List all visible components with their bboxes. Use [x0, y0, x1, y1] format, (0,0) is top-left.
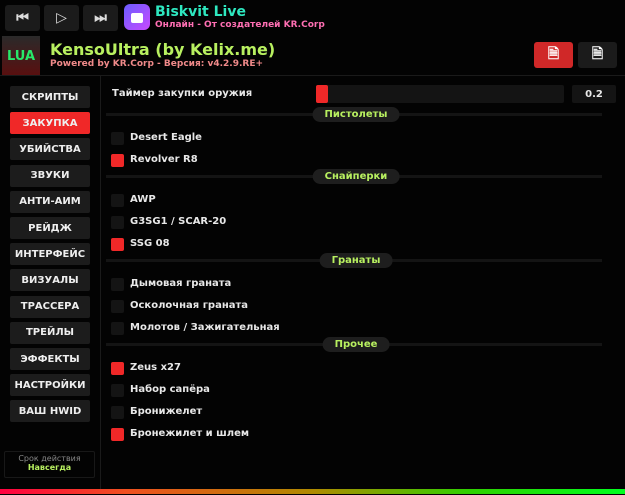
sidebar-item[interactable]: ИНТЕРФЕЙС	[10, 243, 90, 266]
checkbox-label[interactable]: Desert Eagle	[130, 132, 202, 143]
checkbox[interactable]	[111, 362, 124, 375]
checkbox-label[interactable]: Молотов / Зажигательная	[130, 322, 280, 333]
load-config-button[interactable]: 🗎	[534, 42, 573, 68]
checkbox-label[interactable]: Дымовая граната	[130, 278, 232, 289]
checkbox-label[interactable]: Revolver R8	[130, 154, 198, 165]
app-title: Biskvit Live	[155, 4, 246, 20]
skip-previous-icon: ⏮	[16, 10, 29, 26]
expiry-value: Навсегда	[27, 463, 72, 472]
sidebar	[0, 76, 101, 490]
sidebar-item[interactable]: РЕЙДЖ	[10, 217, 90, 239]
page-title: KensoUltra (by Kelix.me)	[50, 40, 276, 59]
save-config-button[interactable]: 🗎	[578, 42, 617, 68]
play-button[interactable]: ▷	[44, 5, 79, 31]
skip-next-icon: ⏭	[94, 10, 107, 26]
sidebar-item[interactable]: ЗАКУПКА	[10, 112, 90, 135]
expiry-box: Срок действия Навсегда	[4, 451, 95, 478]
checkbox[interactable]	[111, 322, 124, 335]
checkbox-label[interactable]: Zeus x27	[130, 362, 181, 373]
sidebar-item[interactable]: ЭФФЕКТЫ	[10, 348, 90, 370]
sidebar-item[interactable]: ЗВУКИ	[10, 164, 90, 187]
checkbox[interactable]	[111, 428, 124, 441]
checkbox[interactable]	[111, 194, 124, 207]
app-icon	[124, 4, 150, 30]
checkbox[interactable]	[111, 154, 124, 167]
checkbox[interactable]	[111, 406, 124, 419]
checkbox[interactable]	[111, 216, 124, 229]
document-check-icon: 🗎	[591, 46, 604, 62]
checkbox-label[interactable]: G3SG1 / SCAR-20	[130, 216, 227, 227]
lua-logo: LUA	[2, 36, 40, 76]
checkbox[interactable]	[111, 300, 124, 313]
play-icon: ▷	[56, 10, 67, 26]
timer-slider[interactable]	[316, 85, 564, 103]
sidebar-item[interactable]: ВИЗУАЛЫ	[10, 269, 90, 292]
section-title: Гранаты	[319, 253, 393, 268]
sidebar-item[interactable]: ТРЕЙЛЫ	[10, 321, 90, 344]
previous-track-button[interactable]: ⏮	[5, 5, 40, 31]
timer-label: Таймер закупки оружия	[112, 88, 253, 99]
timer-value[interactable]: 0.2	[572, 85, 616, 103]
app-subtitle: Онлайн - От создателей KR.Corp	[155, 20, 325, 30]
section-title: Снайперки	[312, 169, 400, 184]
section-title: Прочее	[322, 337, 390, 352]
slider-fill	[316, 85, 329, 103]
sidebar-item[interactable]: НАСТРОЙКИ	[10, 374, 90, 397]
sidebar-item[interactable]: УБИЙСТВА	[10, 138, 90, 161]
checkbox-label[interactable]: Бронежилет и шлем	[130, 428, 250, 439]
document-download-icon: 🗎	[547, 46, 560, 62]
gradient-bar	[0, 489, 625, 494]
checkbox-label[interactable]: Бронижелет	[130, 406, 203, 417]
checkbox[interactable]	[111, 238, 124, 251]
section-title: Пистолеты	[312, 107, 400, 122]
checkbox-label[interactable]: AWP	[130, 194, 156, 205]
checkbox-label[interactable]: SSG 08	[130, 238, 170, 249]
version-subtitle: Powered by KR.Corp - Версия: v4.2.9.RE+	[50, 59, 264, 69]
sidebar-item[interactable]: ВАШ HWID	[10, 400, 90, 423]
checkbox-label[interactable]: Набор сапёра	[130, 384, 210, 395]
checkbox[interactable]	[111, 278, 124, 291]
header-divider	[0, 75, 625, 76]
sidebar-item[interactable]: СКРИПТЫ	[10, 86, 90, 108]
checkbox[interactable]	[111, 132, 124, 145]
expiry-label: Срок действия	[18, 454, 81, 463]
checkbox[interactable]	[111, 384, 124, 397]
sidebar-item[interactable]: АНТИ-АИМ	[10, 190, 90, 213]
sidebar-item[interactable]: ТРАССЕРА	[10, 295, 90, 318]
checkbox-label[interactable]: Осколочная граната	[130, 300, 249, 311]
next-track-button[interactable]: ⏭	[83, 5, 118, 31]
